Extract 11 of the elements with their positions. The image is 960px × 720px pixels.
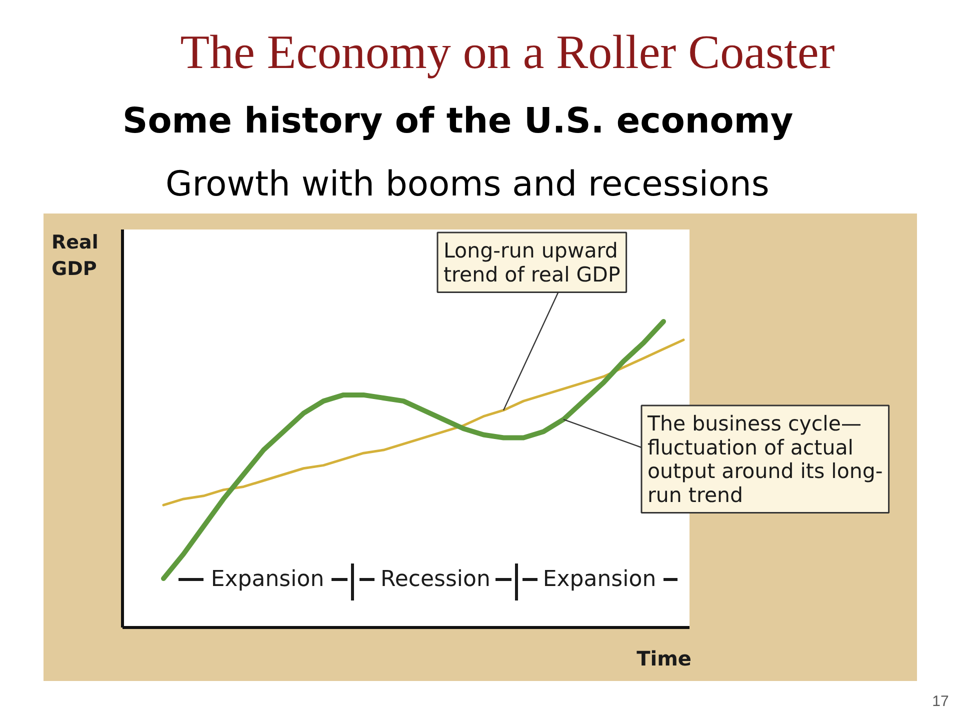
chart-subtitle: Some history of the U.S. economy: [122, 102, 794, 142]
annotation: The business cycle— fluctuation of actual output around its long- run trend: [646, 412, 883, 507]
text: 17: [932, 693, 949, 710]
text: Growth with booms and recessions: [166, 164, 770, 204]
x-axis-title: Time: [636, 646, 692, 670]
annotation: Recession: [380, 567, 490, 592]
annotation: Expansion: [542, 567, 656, 592]
y-axis-title: Real GDP: [52, 232, 98, 280]
text: Long-run upward trend of real GDP: [444, 238, 620, 286]
chart-title: The Economy on a Roller Coaster: [180, 26, 835, 79]
annotation: Expansion: [210, 567, 324, 592]
